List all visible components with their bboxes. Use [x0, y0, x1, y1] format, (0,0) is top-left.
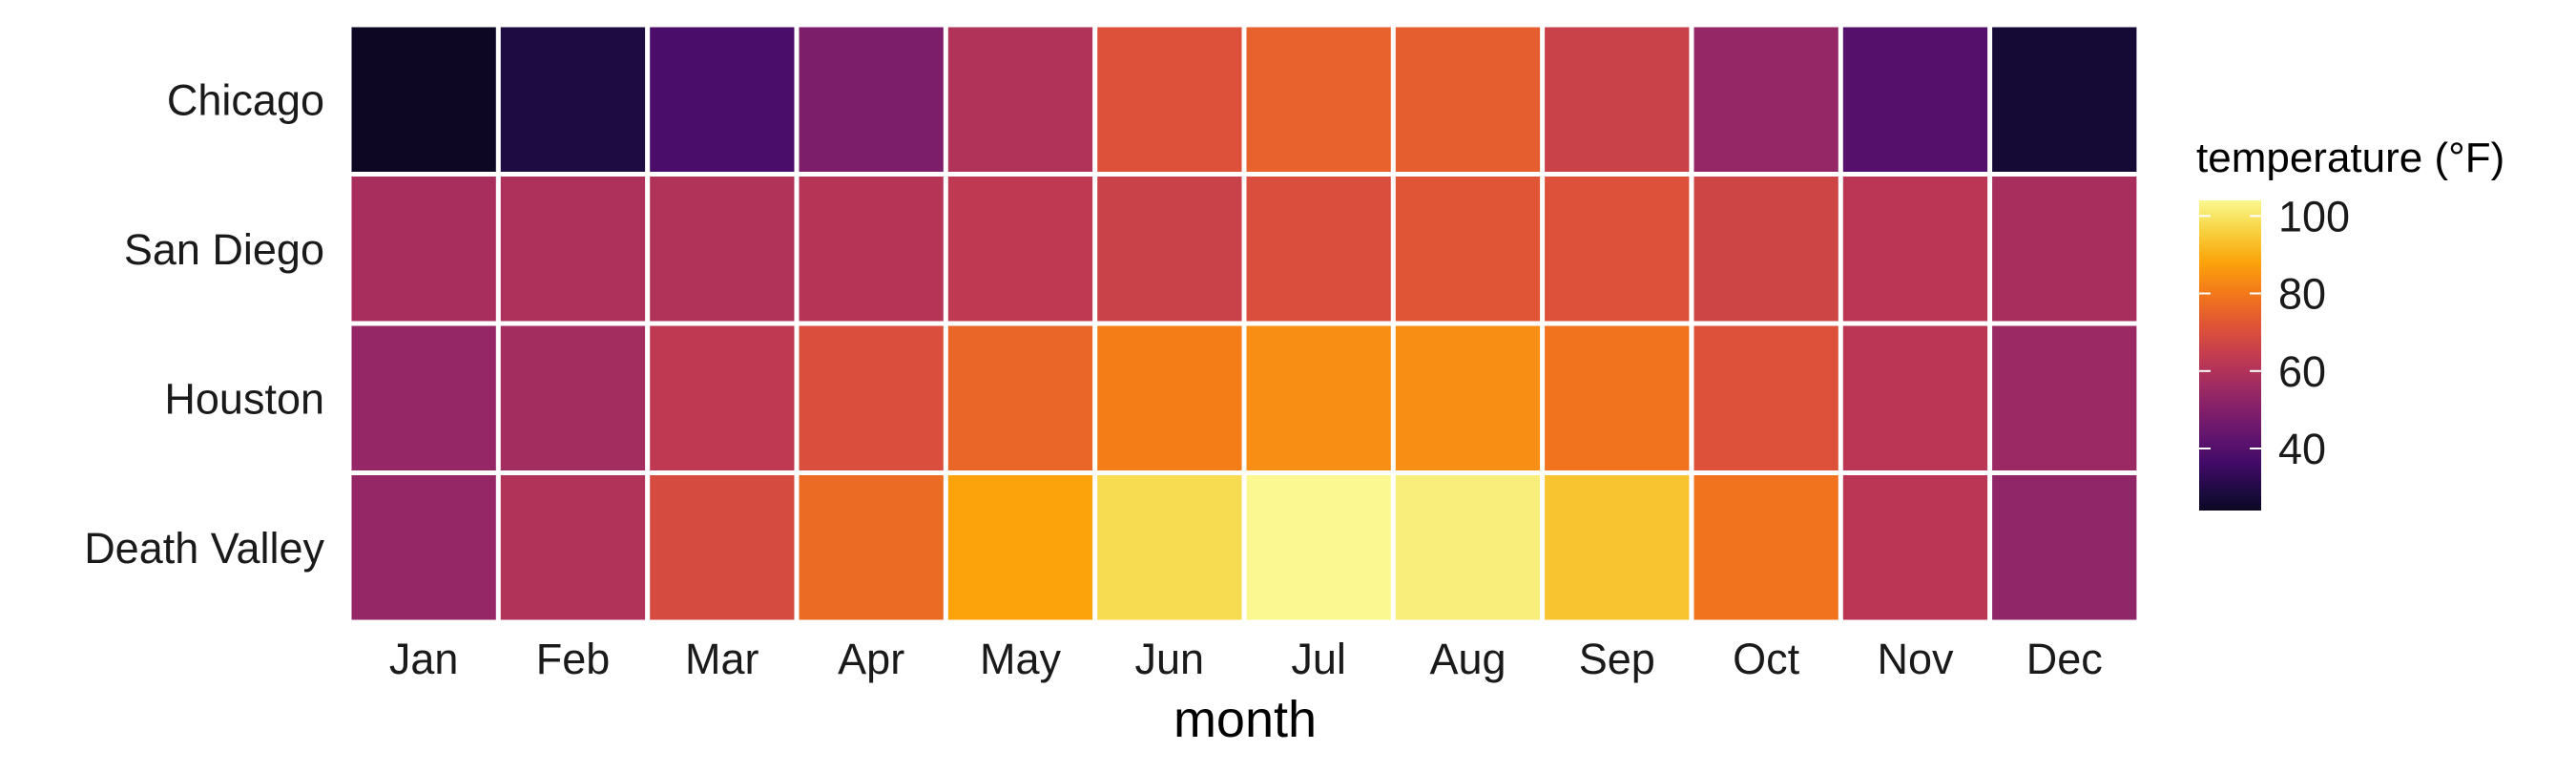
heatmap-cell — [1097, 177, 1242, 322]
heatmap-cell — [1992, 325, 2137, 470]
heatmap-cell — [1842, 475, 1988, 620]
heatmap-cell — [500, 177, 646, 322]
heatmap-cell — [1693, 325, 1839, 470]
legend-tick-label: 60 — [2278, 347, 2326, 396]
heatmap-cells — [351, 27, 2137, 620]
legend-tick-label: 80 — [2278, 270, 2326, 319]
heatmap-cell — [650, 475, 795, 620]
x-tick-label: Jan — [389, 635, 459, 683]
x-axis-tick-labels: Jan Feb Mar Apr May Jun Jul Aug Sep Oct Nov Dec — [389, 635, 2103, 683]
legend-tick-label: 40 — [2278, 425, 2326, 473]
heatmap-cell — [1842, 325, 1988, 470]
heatmap-cell — [799, 27, 944, 172]
heatmap-cell — [1545, 177, 1690, 322]
x-tick-label: Apr — [838, 635, 904, 683]
x-tick-label: Mar — [685, 635, 759, 683]
heatmap-cell — [500, 325, 646, 470]
heatmap-cell — [1992, 475, 2137, 620]
heatmap-cell — [799, 177, 944, 322]
x-tick-label: Dec — [2026, 635, 2103, 683]
heatmap-cell — [799, 475, 944, 620]
x-tick-label: Feb — [536, 635, 611, 683]
heatmap-cell — [1842, 27, 1988, 172]
heatmap-cell — [1246, 27, 1391, 172]
x-tick-label: Oct — [1733, 635, 1800, 683]
x-tick-label: Jul — [1291, 635, 1346, 683]
heatmap-cell — [351, 27, 496, 172]
heatmap-cell — [1395, 177, 1541, 322]
x-tick-label: May — [980, 635, 1062, 683]
heatmap-cell — [1992, 177, 2137, 322]
y-tick-label: Chicago — [167, 75, 324, 124]
legend-title: temperature (°F) — [2196, 135, 2504, 181]
heatmap-cell — [351, 325, 496, 470]
heatmap-cell — [1693, 27, 1839, 172]
heatmap-cell — [1395, 325, 1541, 470]
heatmap-cell — [1097, 475, 1242, 620]
heatmap-cell — [947, 27, 1093, 172]
heatmap-cell — [1545, 475, 1690, 620]
y-tick-label: Houston — [164, 374, 324, 423]
heatmap-cell — [650, 177, 795, 322]
heatmap-cell — [500, 475, 646, 620]
heatmap-cell — [947, 475, 1093, 620]
heatmap-cell — [947, 177, 1093, 322]
heatmap-cell — [947, 325, 1093, 470]
x-tick-label: Nov — [1877, 635, 1954, 683]
heatmap-cell — [1395, 27, 1541, 172]
heatmap-cell — [351, 475, 496, 620]
heatmap-cell — [799, 325, 944, 470]
color-legend: temperature (°F) 40 60 80 100 — [2196, 135, 2504, 511]
heatmap-cell — [1545, 325, 1690, 470]
y-axis-tick-labels: Chicago San Diego Houston Death Valley — [84, 75, 324, 573]
heatmap-cell — [1992, 27, 2137, 172]
heatmap-cell — [1246, 177, 1391, 322]
heatmap-cell — [1097, 27, 1242, 172]
y-tick-label: Death Valley — [84, 524, 324, 573]
heatmap-cell — [1842, 177, 1988, 322]
heatmap-cell — [650, 325, 795, 470]
heatmap-cell — [500, 27, 646, 172]
heatmap-cell — [1545, 27, 1690, 172]
legend-tick-label: 100 — [2278, 192, 2350, 240]
heatmap-cell — [1246, 325, 1391, 470]
heatmap-cell — [351, 177, 496, 322]
x-tick-label: Jun — [1135, 635, 1205, 683]
heatmap-cell — [650, 27, 795, 172]
x-tick-label: Sep — [1579, 635, 1655, 683]
heatmap-cell — [1097, 325, 1242, 470]
legend-ticks: 40 60 80 100 — [2199, 192, 2350, 473]
y-tick-label: San Diego — [124, 225, 324, 274]
x-tick-label: Aug — [1429, 635, 1506, 683]
heatmap-cell — [1693, 475, 1839, 620]
x-axis-title: month — [1174, 691, 1317, 748]
heatmap-cell — [1395, 475, 1541, 620]
heatmap-cell — [1693, 177, 1839, 322]
legend-color-bar — [2199, 200, 2261, 511]
heatmap-cell — [1246, 475, 1391, 620]
